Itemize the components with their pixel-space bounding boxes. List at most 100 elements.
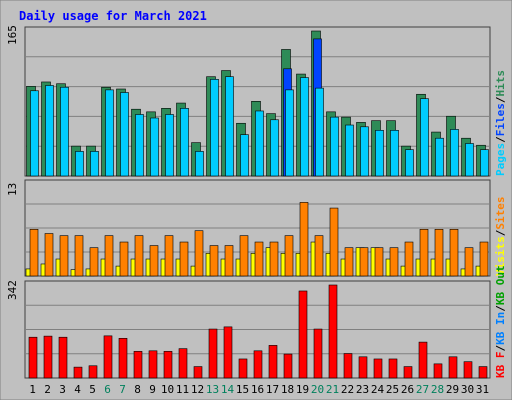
kb-bar (373, 358, 383, 379)
kb-bar (58, 336, 68, 379)
kb-bar (418, 341, 428, 379)
legend-files: Files (494, 103, 507, 136)
legend-sep: / (494, 229, 507, 236)
sites-bar (134, 235, 144, 277)
sites-bar (89, 247, 99, 277)
legend-sep: / (494, 96, 507, 103)
x-tick-label: 20 (311, 383, 324, 396)
kb-bar (133, 351, 143, 379)
sites-bars (25, 202, 489, 277)
legend-sep: / (494, 345, 507, 352)
sites-bar (59, 235, 69, 277)
sites-bar (344, 247, 354, 277)
legend-visits: Visits (494, 236, 507, 276)
legend-kb-f: KB F (494, 352, 507, 379)
x-tick-label: 23 (356, 383, 369, 396)
legend-kb-in: KB In (494, 312, 507, 345)
x-tick-label: 7 (119, 383, 126, 396)
pages-bar (30, 90, 39, 177)
x-tick-label: 22 (341, 383, 354, 396)
pages-bar (405, 149, 414, 177)
sites-bar (29, 228, 39, 277)
pages-bar (270, 119, 279, 177)
sites-bar (224, 245, 234, 277)
x-tick-label: 15 (236, 383, 249, 396)
pages-bar (150, 117, 159, 177)
legend-sep: / (494, 136, 507, 143)
kb-ymax-label: 342 (6, 280, 19, 300)
x-tick-label: 6 (104, 383, 111, 396)
pages-bar (180, 108, 189, 177)
kb-bar (163, 351, 173, 379)
kb-bar (88, 365, 98, 379)
pages-bar (45, 85, 54, 177)
kb-bar (148, 350, 158, 379)
x-tick-label: 13 (206, 383, 219, 396)
pages-bar (480, 149, 489, 177)
sites-bar (299, 202, 309, 277)
kb-bar (253, 350, 263, 379)
x-tick-label: 8 (134, 383, 141, 396)
kb-bar (208, 328, 218, 379)
x-tick-label: 9 (149, 383, 156, 396)
x-tick-label: 4 (74, 383, 81, 396)
sites-bar (269, 241, 279, 277)
sites-bar (164, 235, 174, 277)
kb-bar (328, 284, 338, 379)
sites-panel-legend: Visits/Sites (494, 197, 507, 277)
kb-bar (178, 348, 188, 379)
pages-bar (465, 143, 474, 177)
sites-bar (239, 235, 249, 277)
sites-bar (44, 233, 54, 277)
kb-bar (103, 335, 113, 379)
pages-bar (360, 126, 369, 177)
x-tick-label: 3 (59, 383, 66, 396)
kb-bar (448, 356, 458, 379)
sites-bar (284, 235, 294, 277)
pages-bar (75, 151, 84, 177)
pages-bar (345, 124, 354, 177)
kb-bar (478, 366, 488, 379)
hits-ymax-label: 165 (6, 25, 19, 45)
sites-bar (314, 235, 324, 277)
sites-bar (209, 245, 219, 277)
x-tick-label: 29 (446, 383, 459, 396)
kb-bar (313, 328, 323, 379)
legend-hits: Hits (494, 70, 507, 97)
sites-bar (434, 228, 444, 277)
pages-bar (330, 116, 339, 177)
sites-bar (179, 241, 189, 277)
pages-bar (105, 89, 114, 177)
sites-bar (194, 230, 204, 277)
sites-bar (374, 247, 384, 277)
pages-bar (435, 137, 444, 177)
x-tick-label: 1 (29, 383, 36, 396)
x-tick-label: 11 (176, 383, 189, 396)
kb-bar (388, 358, 398, 379)
chart-title: Daily usage for March 2021 (19, 9, 207, 23)
kb-bar (433, 363, 443, 379)
x-axis-day-labels: 1 2 3 4 5 6 7 8 9 10 11 12 13 14 15 16 17 18 19 20 21 22 23 24 2… (29, 383, 489, 396)
x-tick-label: 31 (476, 383, 489, 396)
hits-bars (26, 30, 489, 177)
sites-bar (329, 207, 339, 277)
sites-bar (419, 228, 429, 277)
kb-bar (43, 335, 53, 379)
x-tick-label: 25 (386, 383, 399, 396)
pages-bar (285, 89, 294, 177)
kb-bar (403, 366, 413, 379)
x-tick-label: 2 (44, 383, 51, 396)
pages-bar (300, 77, 309, 177)
sites-bar (74, 235, 84, 277)
x-tick-label: 28 (431, 383, 444, 396)
x-tick-label: 18 (281, 383, 294, 396)
x-tick-label: 24 (371, 383, 385, 396)
pages-bar (60, 86, 69, 177)
sites-bar (359, 247, 369, 277)
kb-bar (298, 290, 308, 379)
kb-bar (268, 345, 278, 379)
pages-bar (195, 151, 204, 177)
kb-bar (28, 336, 38, 379)
pages-bar (315, 87, 324, 177)
